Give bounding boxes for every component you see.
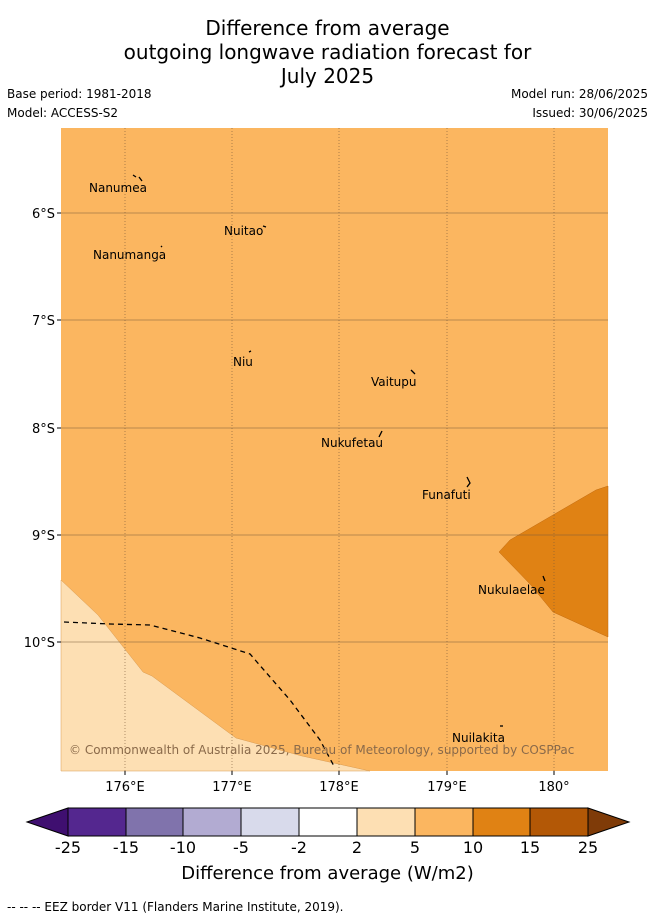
- x-tick-176e: 176°E: [105, 780, 145, 795]
- y-tick-8s: 8°S: [32, 422, 55, 437]
- colorbar-label: -2: [291, 838, 307, 857]
- x-tick-179e: 179°E: [427, 780, 467, 795]
- island-nanumea-shape: [132, 174, 143, 182]
- label-niu: Niu: [233, 355, 253, 369]
- issued-date: Issued: 30/06/2025: [532, 106, 648, 120]
- colorbar-label: 10: [462, 838, 484, 857]
- x-tick-180: 180°: [538, 780, 569, 795]
- colorbar-label: -25: [54, 838, 82, 857]
- model-run: Model run: 28/06/2025: [510, 87, 648, 101]
- island-funafuti-shape: [466, 476, 471, 488]
- title-line-3: July 2025: [280, 64, 375, 88]
- label-vaitupu: Vaitupu: [371, 375, 417, 389]
- colorbar-bin: [529, 807, 589, 837]
- gridlines: [61, 128, 608, 771]
- colorbar-label: 15: [519, 838, 541, 857]
- anomaly-fill-5-10: [61, 128, 608, 771]
- colorbar-bin: [472, 807, 531, 837]
- y-tick-7s: 7°S: [32, 314, 55, 329]
- label-nanumanga: Nanumanga: [93, 248, 166, 262]
- colorbar-label: -5: [233, 838, 249, 857]
- colorbar-label: 5: [409, 838, 421, 857]
- colorbar-bin: [125, 807, 184, 837]
- label-nukulaelae: Nukulaelae: [478, 583, 545, 597]
- colorbar-extend-low: [25, 807, 69, 837]
- eez-legend-note: -- -- -- EEZ border V11 (Flanders Marine…: [7, 900, 344, 914]
- eez-border: [63, 621, 336, 769]
- island-nuitao-shape: [262, 225, 267, 228]
- label-nuitao: Nuitao: [224, 224, 263, 238]
- y-axis: 6°S 7°S 8°S 9°S 10°S: [24, 207, 61, 651]
- anomaly-fill-10-15: [498, 485, 609, 638]
- title-line-2: outgoing longwave radiation forecast for: [123, 40, 532, 64]
- colorbar-bin: [182, 807, 242, 837]
- colorbar-label: 25: [577, 838, 599, 857]
- colorbar-label: -10: [169, 838, 197, 857]
- islands: [132, 174, 546, 727]
- colorbar-bin: [67, 807, 127, 837]
- label-nuilakita: Nuilakita: [452, 731, 505, 745]
- colorbar-label: -15: [112, 838, 140, 857]
- colorbar-bin: [298, 807, 358, 837]
- model-name: Model: ACCESS-S2: [7, 106, 119, 120]
- anomaly-fill-2-5: [60, 579, 371, 772]
- label-funafuti: Funafuti: [422, 488, 471, 502]
- island-nukufetau-shape: [378, 430, 383, 438]
- island-niu-shape: [248, 350, 252, 353]
- y-tick-10s: 10°S: [24, 636, 55, 651]
- label-nanumea: Nanumea: [89, 181, 147, 195]
- colorbar-extend-high: [587, 807, 631, 837]
- island-vaitupu-shape: [410, 369, 416, 375]
- colorbar-title: Difference from average (W/m2): [181, 863, 474, 884]
- island-nanumanga-shape: [160, 245, 163, 248]
- x-axis: 176°E 177°E 178°E 179°E 180°: [105, 771, 570, 795]
- colorbar-label: 2: [351, 838, 363, 857]
- x-tick-178e: 178°E: [319, 780, 359, 795]
- colorbar: [25, 807, 631, 837]
- title-line-1: Difference from average: [205, 16, 450, 40]
- y-tick-9s: 9°S: [32, 529, 55, 544]
- y-tick-6s: 6°S: [32, 207, 55, 222]
- island-nukulaelae-shape: [542, 575, 546, 582]
- colorbar-bin: [414, 807, 474, 837]
- colorbar-bin: [240, 807, 300, 837]
- island-labels: Nanumea Nuitao Nanumanga Niu Vaitupu Nuk…: [89, 181, 545, 745]
- colorbar-bin: [356, 807, 416, 837]
- label-nukufetau: Nukufetau: [321, 436, 383, 450]
- base-period: Base period: 1981-2018: [7, 87, 152, 101]
- x-tick-177e: 177°E: [212, 780, 252, 795]
- copyright-notice: © Commonwealth of Australia 2025, Bureau…: [69, 743, 574, 757]
